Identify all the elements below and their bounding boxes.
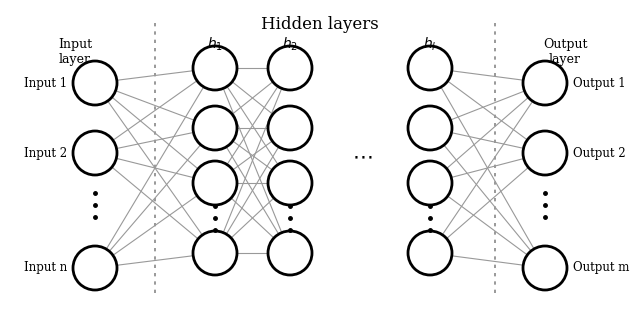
Text: $h_1$: $h_1$	[207, 36, 223, 53]
Circle shape	[193, 106, 237, 150]
Circle shape	[408, 106, 452, 150]
Text: Input
layer: Input layer	[58, 38, 92, 66]
Text: Input 1: Input 1	[24, 76, 67, 89]
Text: Output 1: Output 1	[573, 76, 626, 89]
Circle shape	[268, 106, 312, 150]
Text: Output 2: Output 2	[573, 147, 626, 160]
Circle shape	[523, 246, 567, 290]
Text: Output m: Output m	[573, 262, 629, 275]
Circle shape	[193, 161, 237, 205]
Text: Input 2: Input 2	[24, 147, 67, 160]
Text: Output
layer: Output layer	[543, 38, 588, 66]
Circle shape	[268, 161, 312, 205]
Circle shape	[408, 46, 452, 90]
Circle shape	[523, 61, 567, 105]
Circle shape	[523, 131, 567, 175]
Circle shape	[193, 231, 237, 275]
Circle shape	[268, 231, 312, 275]
Text: $\cdots$: $\cdots$	[352, 146, 372, 166]
Circle shape	[73, 61, 117, 105]
Text: $h_l$: $h_l$	[423, 36, 436, 53]
Circle shape	[408, 231, 452, 275]
Text: $h_2$: $h_2$	[282, 36, 298, 53]
Circle shape	[73, 246, 117, 290]
Circle shape	[193, 46, 237, 90]
Text: Hidden layers: Hidden layers	[261, 16, 379, 33]
Text: Input n: Input n	[24, 262, 67, 275]
Circle shape	[268, 46, 312, 90]
Circle shape	[408, 161, 452, 205]
Circle shape	[73, 131, 117, 175]
